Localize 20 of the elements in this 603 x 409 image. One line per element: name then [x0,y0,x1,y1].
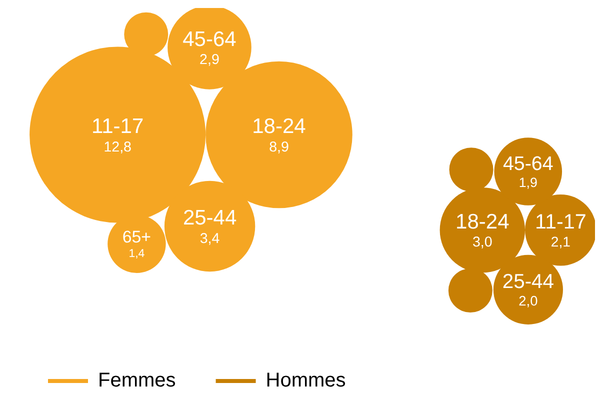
data-label: 2,9 [200,52,220,68]
data-label: 3,0 [472,234,492,251]
category-label: 45-64 [502,153,554,176]
data-label: 1,4 [128,248,146,260]
data-label: 12,8 [104,139,132,156]
data-label: 3,4 [200,230,220,247]
category-label: 65+ [122,228,152,247]
legend-label: Hommes [266,370,346,392]
category-label: 11-17 [535,210,586,234]
category-label: 11-17 [92,115,144,138]
category-label: 25-44 [182,206,237,230]
category-label: 25-44 [502,271,554,294]
data-label: 8,9 [269,139,289,156]
data-label: 1,9 [518,174,538,190]
category-label: 45-64 [182,28,237,51]
data-label: 2,0 [518,294,538,309]
legend-label: Femmes [98,370,176,392]
category-label: 18-24 [252,115,306,138]
data-label: 2,1 [550,233,571,250]
category-label: 18-24 [456,210,510,234]
